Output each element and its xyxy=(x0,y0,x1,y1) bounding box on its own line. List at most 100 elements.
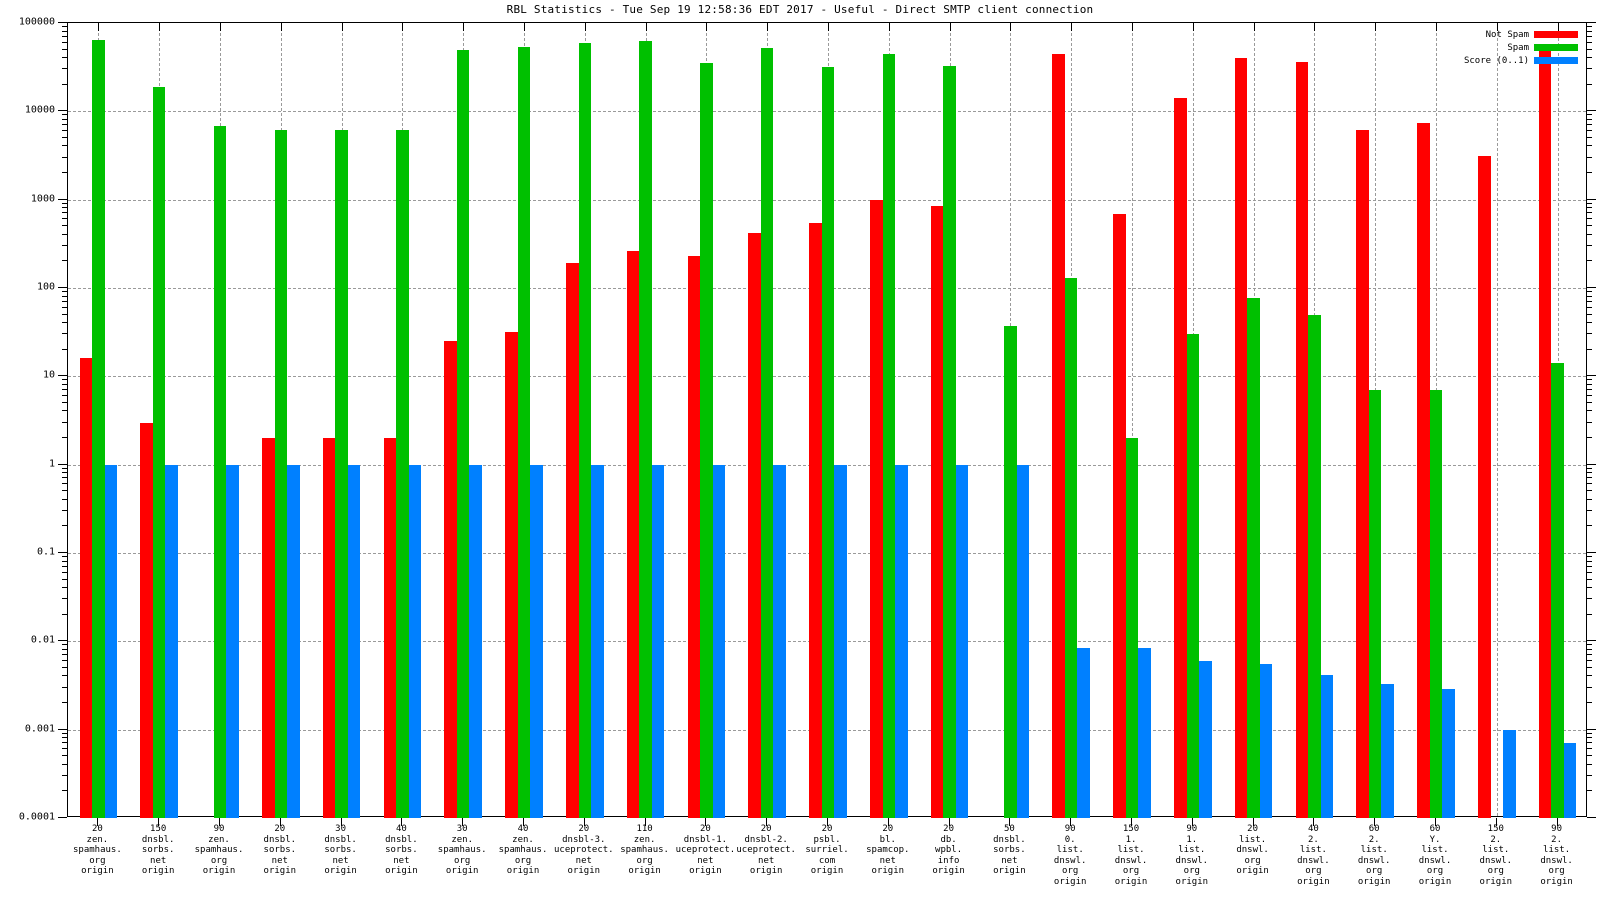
y-tick-minor-right xyxy=(1587,472,1592,474)
bar-score xyxy=(1563,743,1577,818)
bar-spam xyxy=(335,129,348,818)
y-tick-minor xyxy=(62,565,67,567)
x-axis-label: 20 dnsbl. sorbs. net origin xyxy=(244,824,316,877)
legend-swatch-score xyxy=(1534,57,1578,64)
bar-not-spam xyxy=(1113,214,1126,818)
y-tick-minor-right xyxy=(1587,145,1592,147)
x-axis-label-line: sorbs. xyxy=(324,845,357,855)
x-axis-label-line: zen. xyxy=(633,834,656,845)
x-axis-label: 150 dnsbl. sorbs. net origin xyxy=(122,824,194,877)
x-tick-top xyxy=(1071,23,1073,31)
y-tick-minor xyxy=(62,644,67,646)
bar-spam xyxy=(1064,277,1078,818)
y-tick-minor-right xyxy=(1587,68,1592,70)
x-axis-label-line: sorbs. xyxy=(263,845,297,855)
bar-not-spam xyxy=(322,438,336,818)
bar-not-spam xyxy=(1052,53,1065,818)
x-tick-top xyxy=(463,23,465,31)
x-axis-label-line: info xyxy=(937,855,960,866)
x-tick xyxy=(523,818,524,826)
x-axis-label: 90 1. list. dnswl. org origin xyxy=(1156,824,1228,887)
x-axis-label-line: list. xyxy=(1056,845,1084,855)
y-tick-minor-right xyxy=(1587,383,1592,385)
bar-spam xyxy=(1368,390,1382,818)
bar-spam xyxy=(213,126,227,818)
y-tick-minor-right xyxy=(1587,172,1592,174)
y-tick-minor-right xyxy=(1587,525,1592,527)
vertical-gridline xyxy=(1496,23,1498,816)
y-tick-minor-right xyxy=(1587,207,1592,209)
bar-not-spam xyxy=(870,199,883,818)
y-tick-minor xyxy=(62,437,67,439)
y-tick-label: 10000 xyxy=(24,104,55,116)
x-tick-top xyxy=(1314,23,1316,31)
y-tick-minor xyxy=(62,742,67,744)
y-tick-minor xyxy=(62,410,67,412)
x-axis-label-count: 150 xyxy=(150,824,167,834)
x-tick-top xyxy=(341,23,343,31)
x-tick xyxy=(1252,818,1254,826)
y-tick-minor xyxy=(62,732,67,734)
x-axis-label-line: dnswl. xyxy=(1297,855,1330,866)
x-axis-label-line: uceprotect. xyxy=(736,845,796,855)
x-axis-label-line: dnsbl. xyxy=(993,834,1026,845)
bar-not-spam xyxy=(1234,58,1248,818)
y-tick-minor xyxy=(62,57,67,59)
y-tick-minor xyxy=(62,118,67,120)
y-tick-minor-right xyxy=(1587,401,1592,403)
x-tick-top xyxy=(1192,23,1194,31)
y-tick-minor-right xyxy=(1587,666,1592,668)
x-axis-label-line: origin xyxy=(1357,876,1391,887)
x-axis-label-line: origin xyxy=(567,866,601,876)
x-axis-label-line: 1. xyxy=(1125,834,1137,845)
y-tick-minor xyxy=(62,30,67,32)
x-axis-label: 60 Y. list. dnswl. org origin xyxy=(1399,824,1471,887)
x-axis-label-line: origin xyxy=(932,866,965,876)
x-axis-label: 40 zen. spamhaus. org origin xyxy=(487,824,559,877)
x-axis-label-line: zen. xyxy=(86,834,109,845)
x-axis-label-line: origin xyxy=(1236,866,1269,876)
bar-not-spam xyxy=(566,263,579,818)
y-tick-label: 10 xyxy=(42,369,55,381)
y-tick-major xyxy=(58,552,67,553)
bar-score xyxy=(773,464,786,818)
x-tick xyxy=(1374,818,1376,826)
y-tick-major-right xyxy=(1587,110,1596,112)
bar-score xyxy=(226,464,239,818)
bar-not-spam xyxy=(1538,47,1552,818)
x-axis-label-count: 30 xyxy=(456,824,468,834)
x-axis-label-line: origin xyxy=(1479,876,1513,887)
x-axis-label-count: 40 xyxy=(517,824,529,834)
x-axis-label-line: psbl. xyxy=(813,834,841,845)
bar-spam xyxy=(578,42,592,818)
y-tick-minor xyxy=(62,659,67,661)
x-axis-label-line: net xyxy=(879,855,896,866)
y-axis: 100000 10000 1000 100 10 1 0.1 0.01 0.001 0.0001 xyxy=(0,17,67,823)
x-tick-top xyxy=(1557,23,1559,31)
bar-score xyxy=(469,464,482,818)
y-tick-minor xyxy=(62,129,67,131)
y-tick-minor-right xyxy=(1587,763,1592,765)
y-tick-minor-right xyxy=(1587,565,1592,567)
x-axis-label-line: net xyxy=(332,855,349,866)
x-tick xyxy=(462,818,464,826)
y-tick-minor xyxy=(62,136,67,138)
x-tick xyxy=(279,818,281,826)
bar-score xyxy=(955,464,969,818)
x-axis-label: 30 zen. spamhaus. org origin xyxy=(426,824,498,877)
legend-item-not-spam: Not Spam xyxy=(1464,28,1578,41)
bar-score xyxy=(1381,683,1394,818)
y-tick-minor xyxy=(62,225,67,227)
x-axis-label-line: origin xyxy=(506,866,540,876)
bar-not-spam xyxy=(930,205,944,818)
x-axis-label-count: 90 xyxy=(1064,824,1076,834)
y-tick-minor xyxy=(62,295,67,297)
x-axis-label-count: 90 xyxy=(213,824,225,834)
x-axis-label-line: org xyxy=(1487,866,1504,876)
x-axis-label: 30 dnsbl. sorbs. net origin xyxy=(305,824,377,877)
y-tick-minor xyxy=(62,68,67,70)
y-tick-minor xyxy=(62,401,67,403)
x-tick xyxy=(97,818,99,826)
x-tick xyxy=(583,818,585,826)
bar-score xyxy=(591,464,604,818)
